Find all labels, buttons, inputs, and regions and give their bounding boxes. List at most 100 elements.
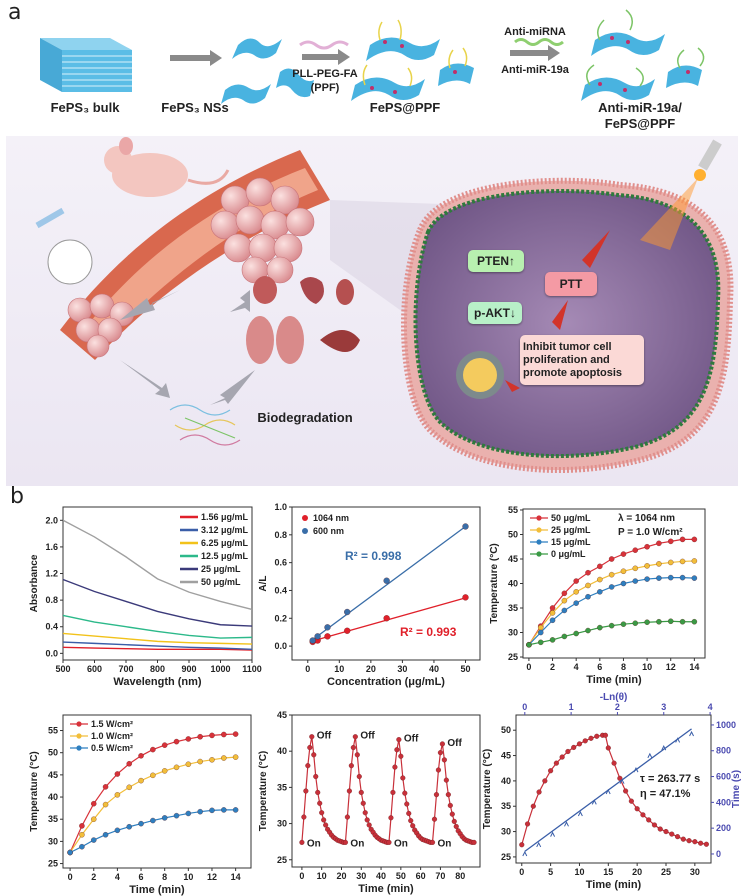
legend-label: 0.5 W/cm² [91, 743, 133, 753]
x-tick-label: 6 [597, 662, 602, 672]
data-point [549, 605, 556, 611]
data-point [408, 818, 414, 824]
x-tick-label: 30 [397, 664, 407, 674]
data-point [691, 618, 698, 625]
y-tick-label: 30 [277, 819, 287, 829]
data-point [90, 837, 97, 843]
right-y-tick-label: 1000 [716, 720, 736, 730]
x-tick-label: 10 [574, 867, 584, 877]
data-point [585, 593, 591, 600]
on-label: On [394, 838, 408, 849]
al-concentration-chart: 0 10 20 30 40 50 0.0 0.2 0.4 0.6 0.8 1.0 Concentrati… [258, 502, 481, 688]
data-point [402, 790, 408, 796]
panel-label-a: a [8, 0, 22, 25]
ppf-strand-icon [299, 40, 349, 50]
series-line [62, 632, 253, 645]
data-point [573, 589, 579, 595]
x-tick-label: 30 [356, 871, 366, 881]
x-tick-label: 25 [661, 867, 671, 877]
data-point [323, 822, 329, 828]
right-y-tick-label: 800 [716, 746, 731, 756]
temperature-point [640, 812, 646, 818]
right-y-tick-label: 0 [716, 849, 721, 859]
data-point [299, 839, 305, 845]
y-tick-label: 35 [501, 801, 511, 811]
temperature-point [611, 760, 617, 766]
data-point [679, 618, 686, 625]
legend-marker [76, 745, 82, 751]
data-point [608, 584, 615, 590]
x-tick-label: 10 [334, 664, 344, 674]
off-label: Off [404, 734, 419, 745]
y-axis-label: Temperature (°C) [482, 749, 493, 830]
temperature-point [703, 841, 709, 847]
x-tick-label: 14 [231, 872, 241, 882]
legend-label: 0 μg/mL [551, 549, 586, 559]
temperature-point [553, 760, 559, 766]
data-point [597, 624, 603, 631]
legend-label: 50 μg/mL [551, 513, 591, 523]
data-point [185, 736, 192, 742]
data-point [561, 607, 568, 614]
data-point [138, 820, 144, 827]
y-tick-label: 30 [501, 827, 511, 837]
x-tick-label: 40 [429, 664, 439, 674]
data-point [561, 597, 568, 604]
y-tick-label: 1.6 [45, 542, 58, 552]
x-tick-label: 1100 [242, 664, 262, 674]
temperature-point [646, 817, 652, 823]
fit-point [689, 730, 694, 737]
temperature-point [623, 788, 629, 794]
fit-point [522, 850, 528, 857]
data-point [691, 575, 698, 581]
data-point [435, 767, 441, 773]
data-point [656, 618, 662, 625]
y-tick-label: 2.0 [45, 515, 58, 525]
arrow-icon [120, 290, 255, 405]
data-point [150, 772, 156, 779]
legend-label: 600 nm [313, 526, 344, 536]
data-point [388, 815, 394, 821]
data-point [656, 561, 662, 567]
x-axis-label: Time (min) [586, 879, 642, 891]
cycle-line [344, 736, 388, 843]
feps-ppf-icon [351, 19, 474, 101]
temperature-point [680, 836, 686, 842]
data-point [314, 633, 321, 640]
data-point [585, 569, 591, 576]
r-squared-label: R² = 0.993 [400, 625, 457, 639]
data-point [462, 594, 469, 601]
data-point [620, 551, 627, 557]
y-tick-label: 1.0 [274, 502, 287, 512]
data-point [67, 849, 73, 856]
data-point [526, 642, 532, 648]
x-tick-label: 8 [621, 662, 626, 672]
temperature-point [582, 738, 588, 744]
data-point [319, 810, 325, 816]
data-point [309, 637, 316, 644]
cycle-line [431, 743, 475, 843]
data-point [608, 571, 615, 578]
y-tick-label: 40 [277, 746, 287, 756]
legend-marker [76, 733, 82, 739]
x-tick-label: 50 [396, 871, 406, 881]
data-point [197, 733, 203, 740]
plot-frame [515, 714, 712, 864]
legend-marker [76, 721, 82, 727]
absorbance-chart: 500 600 700 800 900 1000 1100 0.0 0.4 0.8 1.2 1.6 2.… [29, 506, 262, 688]
y-axis-label: Absorbance [29, 554, 40, 612]
data-point [232, 731, 239, 737]
data-point [644, 576, 650, 582]
data-point [392, 764, 398, 770]
data-point [102, 801, 109, 808]
data-point [301, 814, 307, 820]
legend-label: 25 μg/mL [551, 525, 591, 535]
feps3-bulk-icon [40, 38, 132, 92]
data-point [443, 777, 449, 783]
x-tick-label: 600 [87, 664, 102, 674]
data-point [232, 754, 239, 760]
label-pll-peg-fa: PLL-PEG-FA [292, 68, 358, 80]
label-anti-mir-19a: Anti-miR-19a [501, 64, 569, 76]
small-cluster-icon [67, 293, 135, 358]
result-label: η = 47.1% [640, 788, 691, 800]
